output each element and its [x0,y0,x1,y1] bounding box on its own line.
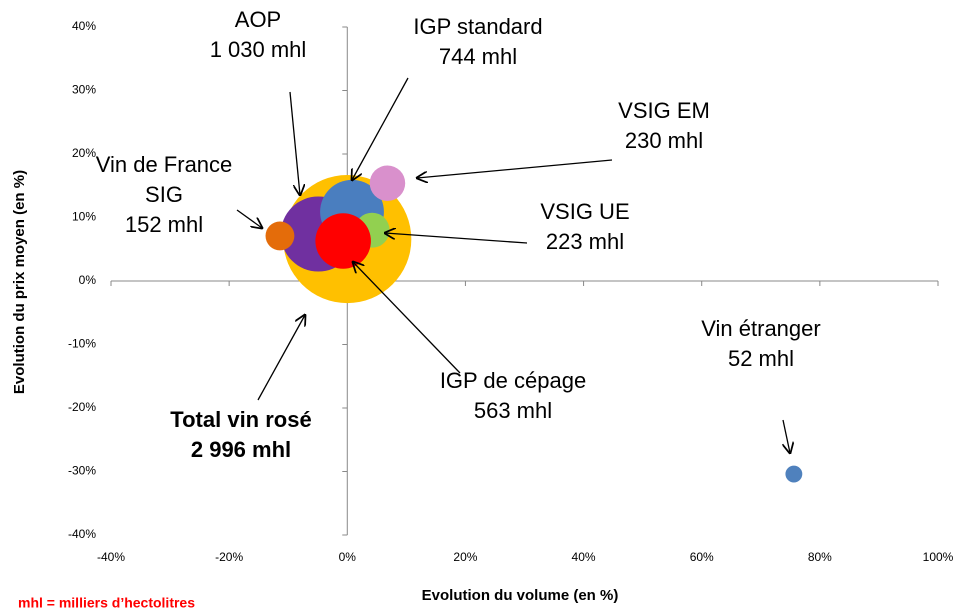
series-name: IGP standard [413,14,543,39]
value-label: 152 mhl [124,212,204,237]
y-tick-label: -30% [68,464,96,478]
annotation-arrow [385,233,528,244]
bubble [369,165,406,201]
annotation: Vin de France SIG 152 mhl [94,150,234,240]
value-label: 2 996 mhl [190,437,292,462]
annotation: VSIG UE 223 mhl [485,197,685,257]
bubble [785,465,803,483]
annotation-arrow [783,419,790,453]
annotation-arrow [289,91,300,195]
x-tick-label: 40% [572,550,596,564]
series-name: Vin de France SIG [95,152,233,207]
annotation-arrow [417,159,613,178]
y-tick-label: 40% [72,19,96,33]
note: mhl = milliers d’hectolitres [18,595,195,611]
annotation: IGP de cépage 563 mhl [413,366,613,426]
x-tick-label: 20% [453,550,477,564]
annotation: VSIG EM 230 mhl [564,96,764,156]
y-tick-label: 10% [72,210,96,224]
value-label: 744 mhl [438,44,518,69]
annotation: Total vin rosé 2 996 mhl [141,405,341,465]
annotation-arrow [236,209,262,228]
x-tick-label: 60% [690,550,714,564]
annotation-arrow [353,262,461,374]
annotation-arrow [257,315,305,401]
x-tick-label: 80% [808,550,832,564]
series-name: Total vin rosé [170,407,312,432]
y-tick-label: 30% [72,83,96,97]
y-tick-label: -40% [68,527,96,541]
y-axis-label: Evolution du prix moyen (en %) [11,170,28,394]
y-tick-label: -20% [68,400,96,414]
annotation: Vin étranger 52 mhl [661,314,861,374]
x-tick-label: 0% [339,550,357,564]
x-tick-label: 100% [923,550,954,564]
annotation-arrow [352,77,409,180]
annotation: IGP standard 744 mhl [378,12,578,72]
series-name: VSIG UE [540,199,630,224]
value-label: 52 mhl [727,346,795,371]
x-axis-label: Evolution du volume (en %) [422,587,619,604]
y-tick-label: 0% [79,273,97,287]
series-name: VSIG EM [618,98,710,123]
annotation: AOP 1 030 mhl [158,5,358,65]
series-name: IGP de cépage [439,368,587,393]
series-name: Vin étranger [701,316,821,341]
value-label: 230 mhl [624,128,704,153]
value-label: 563 mhl [473,398,553,423]
y-tick-label: 20% [72,146,96,160]
bubble [315,213,371,269]
y-tick-label: -10% [68,337,96,351]
value-label: 223 mhl [545,229,625,254]
bubble [265,221,295,251]
value-label: 1 030 mhl [209,37,307,62]
x-tick-label: -40% [97,550,125,564]
x-tick-label: -20% [215,550,243,564]
series-name: AOP [234,7,282,32]
